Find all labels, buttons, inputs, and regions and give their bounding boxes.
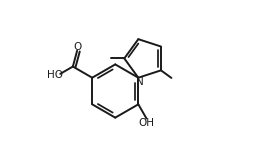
Text: N: N [136, 77, 144, 87]
Text: OH: OH [139, 118, 155, 128]
Text: HO: HO [47, 70, 63, 80]
Text: O: O [74, 42, 82, 52]
